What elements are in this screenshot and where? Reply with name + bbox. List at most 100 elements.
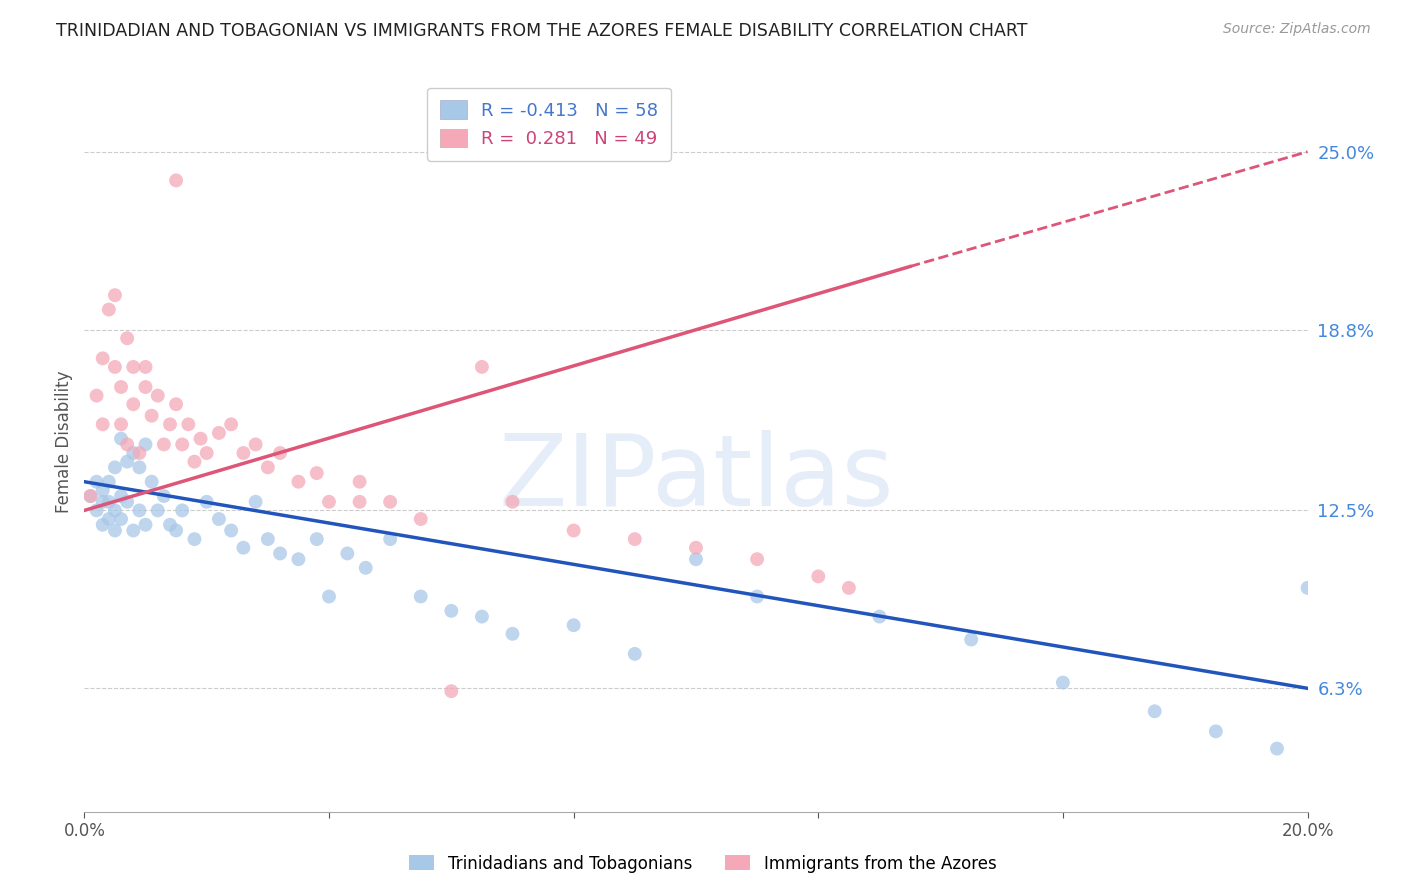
- Point: [380, 532, 402, 546]
- Point: [159, 517, 181, 532]
- Point: [232, 446, 254, 460]
- Point: [318, 495, 340, 509]
- Point: [141, 409, 163, 423]
- Point: [838, 581, 860, 595]
- Text: ZIPatlas: ZIPatlas: [498, 430, 894, 527]
- Point: [141, 475, 163, 489]
- Point: [440, 604, 463, 618]
- Point: [110, 489, 132, 503]
- Point: [159, 417, 181, 432]
- Point: [1143, 704, 1166, 718]
- Point: [257, 460, 280, 475]
- Point: [86, 475, 108, 489]
- Point: [177, 417, 200, 432]
- Point: [104, 288, 127, 302]
- Point: [318, 590, 340, 604]
- Point: [354, 561, 377, 575]
- Point: [91, 517, 114, 532]
- Y-axis label: Female Disability: Female Disability: [55, 370, 73, 513]
- Point: [79, 489, 101, 503]
- Point: [104, 503, 127, 517]
- Point: [104, 359, 127, 374]
- Point: [624, 647, 647, 661]
- Point: [219, 417, 242, 432]
- Point: [562, 524, 585, 538]
- Point: [97, 512, 120, 526]
- Point: [122, 446, 145, 460]
- Point: [409, 590, 432, 604]
- Point: [135, 437, 157, 451]
- Point: [190, 432, 212, 446]
- Point: [122, 397, 145, 411]
- Point: [115, 495, 138, 509]
- Point: [79, 489, 101, 503]
- Point: [349, 495, 371, 509]
- Point: [287, 552, 309, 566]
- Point: [146, 503, 169, 517]
- Point: [128, 503, 150, 517]
- Point: [91, 483, 114, 498]
- Point: [91, 417, 114, 432]
- Point: [122, 359, 145, 374]
- Point: [146, 389, 169, 403]
- Point: [128, 460, 150, 475]
- Point: [208, 425, 231, 440]
- Point: [336, 546, 359, 560]
- Point: [269, 446, 291, 460]
- Point: [104, 460, 127, 475]
- Text: TRINIDADIAN AND TOBAGONIAN VS IMMIGRANTS FROM THE AZORES FEMALE DISABILITY CORRE: TRINIDADIAN AND TOBAGONIAN VS IMMIGRANTS…: [56, 22, 1028, 40]
- Point: [747, 552, 769, 566]
- Point: [153, 437, 176, 451]
- Legend: Trinidadians and Tobagonians, Immigrants from the Azores: Trinidadians and Tobagonians, Immigrants…: [402, 848, 1004, 880]
- Point: [869, 609, 891, 624]
- Point: [115, 331, 138, 345]
- Point: [128, 446, 150, 460]
- Point: [409, 512, 432, 526]
- Point: [269, 546, 291, 560]
- Point: [195, 495, 218, 509]
- Legend: R = -0.413   N = 58, R =  0.281   N = 49: R = -0.413 N = 58, R = 0.281 N = 49: [427, 87, 671, 161]
- Point: [110, 432, 132, 446]
- Point: [165, 524, 187, 538]
- Point: [135, 380, 157, 394]
- Point: [1205, 724, 1227, 739]
- Point: [624, 532, 647, 546]
- Point: [232, 541, 254, 555]
- Point: [685, 541, 707, 555]
- Point: [122, 524, 145, 538]
- Point: [245, 437, 267, 451]
- Point: [471, 609, 494, 624]
- Point: [807, 569, 830, 583]
- Point: [110, 512, 132, 526]
- Point: [1052, 675, 1074, 690]
- Point: [195, 446, 218, 460]
- Point: [91, 351, 114, 366]
- Point: [245, 495, 267, 509]
- Point: [104, 524, 127, 538]
- Point: [135, 359, 157, 374]
- Point: [115, 437, 138, 451]
- Point: [349, 475, 371, 489]
- Point: [91, 495, 114, 509]
- Point: [172, 437, 194, 451]
- Point: [110, 417, 132, 432]
- Point: [97, 475, 120, 489]
- Point: [115, 455, 138, 469]
- Point: [97, 495, 120, 509]
- Point: [1296, 581, 1319, 595]
- Point: [440, 684, 463, 698]
- Point: [471, 359, 494, 374]
- Point: [165, 173, 187, 187]
- Point: [502, 627, 524, 641]
- Point: [86, 503, 108, 517]
- Point: [208, 512, 231, 526]
- Point: [135, 517, 157, 532]
- Point: [110, 380, 132, 394]
- Point: [183, 532, 205, 546]
- Point: [747, 590, 769, 604]
- Point: [86, 389, 108, 403]
- Point: [305, 466, 328, 480]
- Point: [305, 532, 328, 546]
- Point: [165, 397, 187, 411]
- Point: [183, 455, 205, 469]
